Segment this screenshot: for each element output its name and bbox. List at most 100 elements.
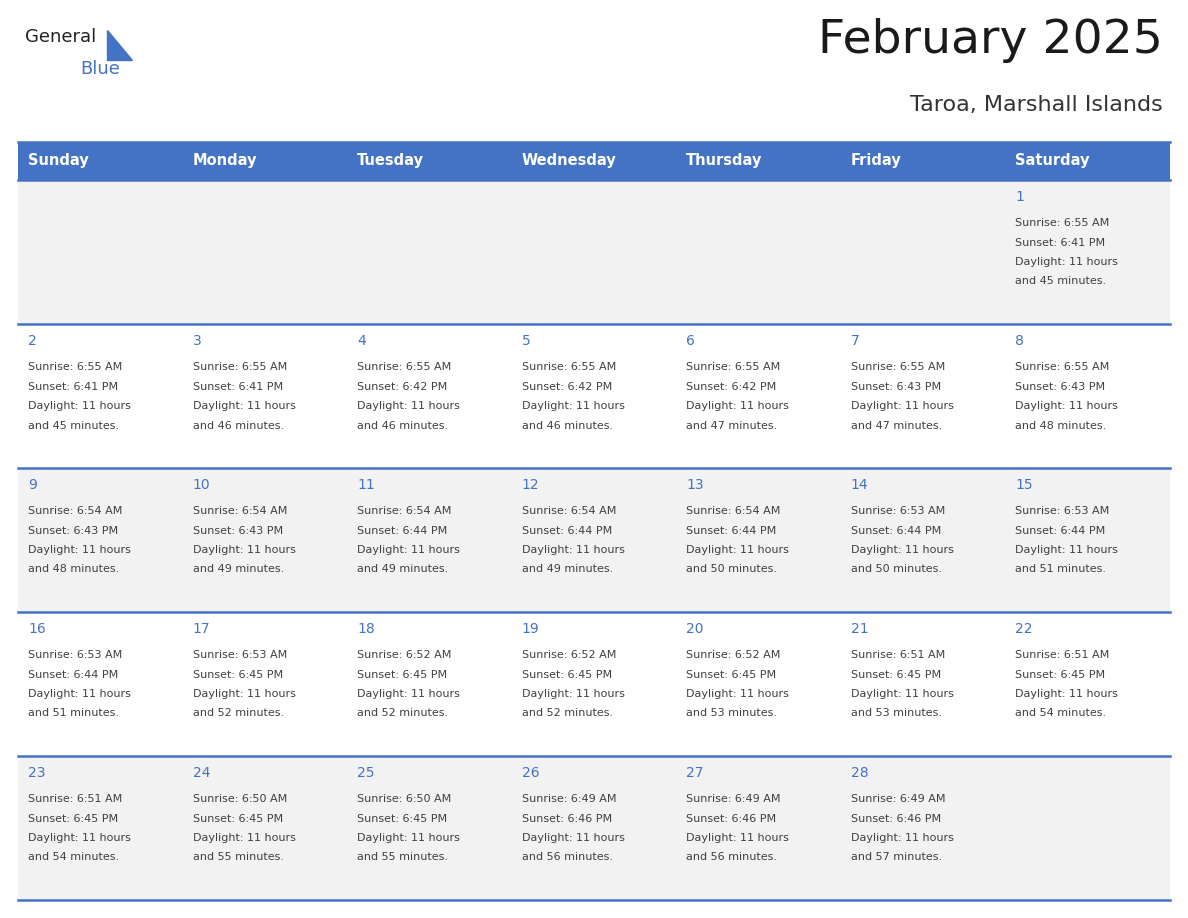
Text: and 48 minutes.: and 48 minutes. [1016,420,1107,431]
Text: Sunset: 6:45 PM: Sunset: 6:45 PM [851,669,941,679]
Text: 23: 23 [29,766,45,780]
Text: Blue: Blue [80,60,120,78]
Text: Sunset: 6:45 PM: Sunset: 6:45 PM [29,813,118,823]
Text: Sunrise: 6:53 AM: Sunrise: 6:53 AM [851,506,946,516]
Bar [512,612,676,756]
Text: February 2025: February 2025 [819,18,1163,63]
Text: Sunrise: 6:54 AM: Sunrise: 6:54 AM [29,506,122,516]
Bar [347,468,512,612]
Bar [841,180,1005,324]
Text: and 47 minutes.: and 47 minutes. [851,420,942,431]
Text: Sunset: 6:44 PM: Sunset: 6:44 PM [1016,525,1106,535]
Text: Sunrise: 6:55 AM: Sunrise: 6:55 AM [1016,218,1110,228]
Text: Friday: Friday [851,153,902,169]
Bar [841,324,1005,468]
Bar [347,324,512,468]
Bar [18,612,183,756]
Text: Sunrise: 6:54 AM: Sunrise: 6:54 AM [687,506,781,516]
Bar [1005,468,1170,612]
Bar [183,142,347,180]
Bar [512,324,676,468]
Text: Sunset: 6:44 PM: Sunset: 6:44 PM [522,525,612,535]
Text: Daylight: 11 hours: Daylight: 11 hours [522,545,625,555]
Bar [512,180,676,324]
Text: 3: 3 [192,334,201,348]
Text: 20: 20 [687,622,703,636]
Text: 11: 11 [358,478,375,492]
Text: Sunset: 6:42 PM: Sunset: 6:42 PM [522,382,612,391]
Text: 26: 26 [522,766,539,780]
Text: 5: 5 [522,334,531,348]
Bar [1005,756,1170,900]
Text: Daylight: 11 hours: Daylight: 11 hours [358,833,460,843]
Bar [676,324,841,468]
Bar [18,180,183,324]
Text: Sunrise: 6:55 AM: Sunrise: 6:55 AM [358,362,451,372]
Text: 9: 9 [29,478,37,492]
Text: and 54 minutes.: and 54 minutes. [29,853,119,863]
Text: Sunset: 6:42 PM: Sunset: 6:42 PM [687,382,777,391]
Text: and 52 minutes.: and 52 minutes. [192,709,284,719]
Text: Sunrise: 6:54 AM: Sunrise: 6:54 AM [358,506,451,516]
Text: Sunset: 6:45 PM: Sunset: 6:45 PM [358,669,447,679]
Bar [841,142,1005,180]
Text: 25: 25 [358,766,374,780]
Bar [347,180,512,324]
Text: Daylight: 11 hours: Daylight: 11 hours [851,401,954,411]
Text: Sunrise: 6:54 AM: Sunrise: 6:54 AM [192,506,287,516]
Text: Sunset: 6:45 PM: Sunset: 6:45 PM [687,669,777,679]
Text: Wednesday: Wednesday [522,153,617,169]
Text: Monday: Monday [192,153,257,169]
Text: Daylight: 11 hours: Daylight: 11 hours [192,545,296,555]
Text: 16: 16 [29,622,46,636]
Text: Daylight: 11 hours: Daylight: 11 hours [687,401,789,411]
Bar [841,468,1005,612]
Text: and 57 minutes.: and 57 minutes. [851,853,942,863]
Text: 27: 27 [687,766,703,780]
Polygon shape [107,30,132,60]
Text: and 55 minutes.: and 55 minutes. [358,853,448,863]
Bar [512,142,676,180]
Bar [18,324,183,468]
Text: Daylight: 11 hours: Daylight: 11 hours [29,689,131,699]
Text: Sunrise: 6:55 AM: Sunrise: 6:55 AM [522,362,615,372]
Text: 8: 8 [1016,334,1024,348]
Text: Sunset: 6:42 PM: Sunset: 6:42 PM [358,382,448,391]
Text: Sunset: 6:41 PM: Sunset: 6:41 PM [1016,238,1106,248]
Text: 6: 6 [687,334,695,348]
Text: 14: 14 [851,478,868,492]
Text: Daylight: 11 hours: Daylight: 11 hours [29,833,131,843]
Text: 2: 2 [29,334,37,348]
Text: Sunset: 6:46 PM: Sunset: 6:46 PM [522,813,612,823]
Bar [347,142,512,180]
Bar [1005,612,1170,756]
Text: Daylight: 11 hours: Daylight: 11 hours [192,401,296,411]
Text: and 49 minutes.: and 49 minutes. [358,565,448,575]
Text: Thursday: Thursday [687,153,763,169]
Text: Daylight: 11 hours: Daylight: 11 hours [192,689,296,699]
Text: and 51 minutes.: and 51 minutes. [29,709,119,719]
Text: 21: 21 [851,622,868,636]
Text: Sunrise: 6:49 AM: Sunrise: 6:49 AM [687,794,781,804]
Text: Daylight: 11 hours: Daylight: 11 hours [358,545,460,555]
Text: Sunrise: 6:49 AM: Sunrise: 6:49 AM [522,794,617,804]
Text: 22: 22 [1016,622,1032,636]
Bar [676,756,841,900]
Text: and 46 minutes.: and 46 minutes. [358,420,448,431]
Text: 4: 4 [358,334,366,348]
Text: 15: 15 [1016,478,1034,492]
Text: Daylight: 11 hours: Daylight: 11 hours [358,401,460,411]
Text: 18: 18 [358,622,375,636]
Text: Daylight: 11 hours: Daylight: 11 hours [687,833,789,843]
Text: General: General [25,28,96,46]
Text: 12: 12 [522,478,539,492]
Bar [347,612,512,756]
Text: Daylight: 11 hours: Daylight: 11 hours [192,833,296,843]
Text: Sunrise: 6:51 AM: Sunrise: 6:51 AM [29,794,122,804]
Text: Daylight: 11 hours: Daylight: 11 hours [1016,545,1118,555]
Bar [841,612,1005,756]
Text: Sunset: 6:44 PM: Sunset: 6:44 PM [358,525,448,535]
Text: Sunrise: 6:52 AM: Sunrise: 6:52 AM [522,650,617,660]
Text: and 45 minutes.: and 45 minutes. [29,420,119,431]
Text: and 52 minutes.: and 52 minutes. [358,709,448,719]
